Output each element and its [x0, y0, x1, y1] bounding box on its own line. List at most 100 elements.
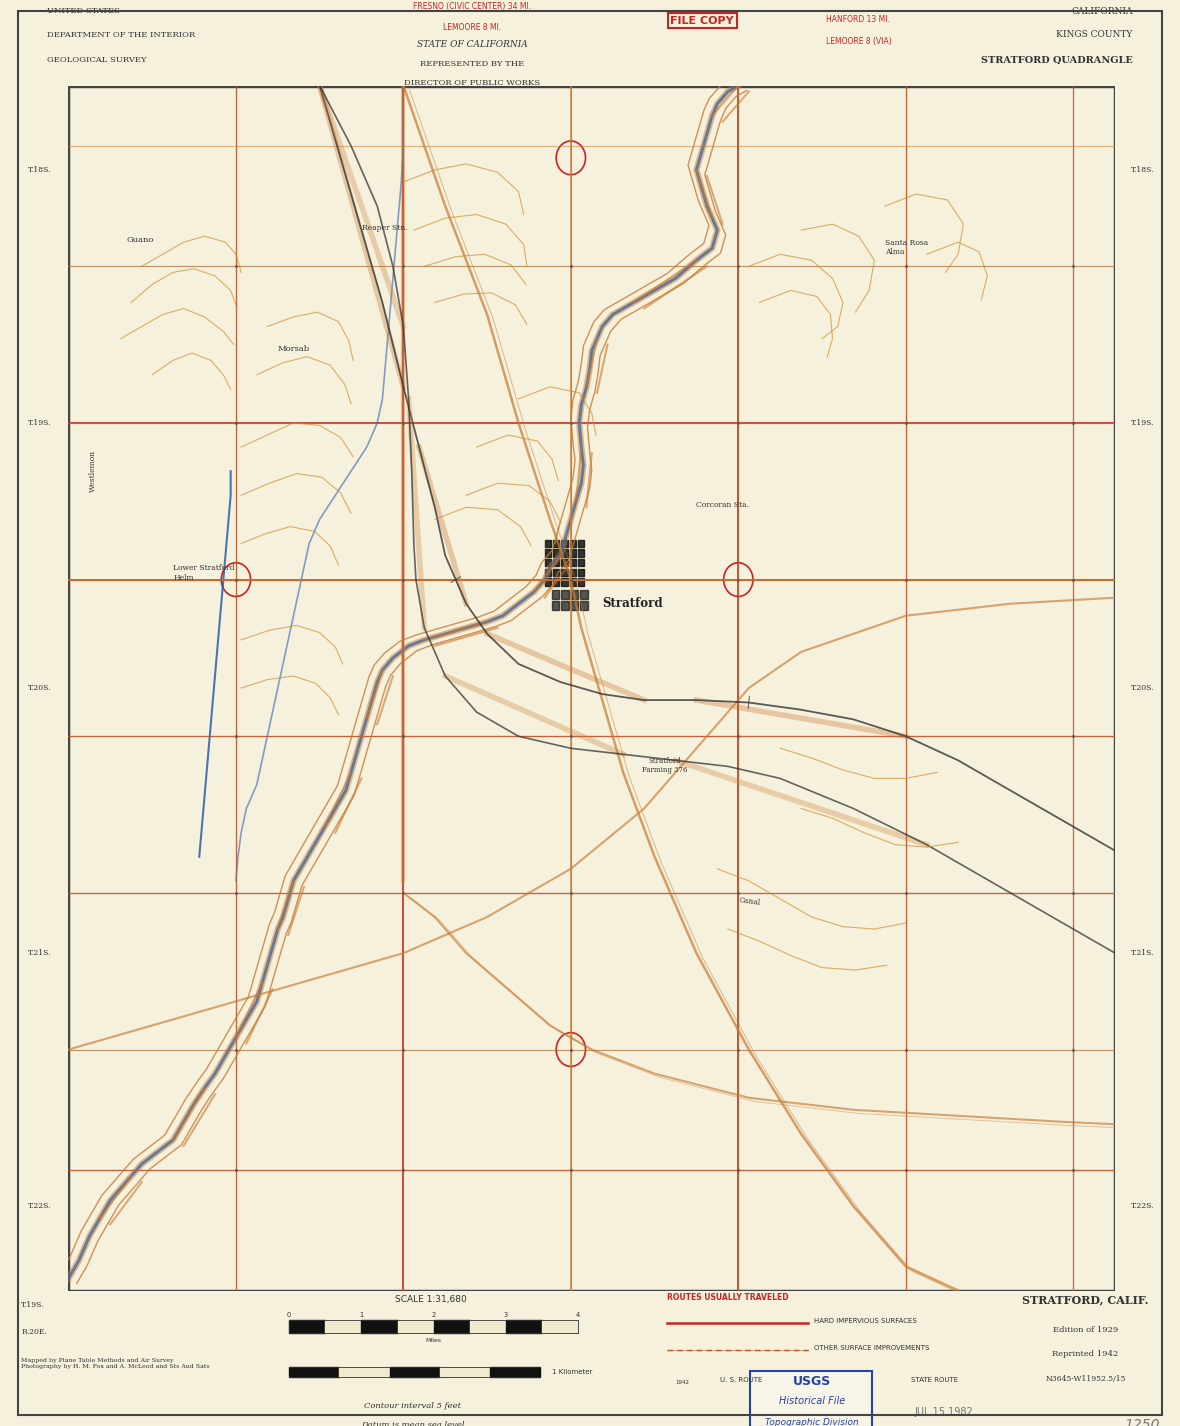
- Text: 3: 3: [504, 1312, 507, 1318]
- Text: STRATFORD QUADRANGLE: STRATFORD QUADRANGLE: [981, 56, 1133, 64]
- Text: T.22S.: T.22S.: [28, 1202, 52, 1211]
- FancyBboxPatch shape: [750, 1372, 872, 1426]
- Text: REPRESENTED BY THE: REPRESENTED BY THE: [420, 60, 524, 67]
- Text: STATE OF CALIFORNIA: STATE OF CALIFORNIA: [417, 40, 527, 48]
- Text: UNITED STATES: UNITED STATES: [47, 7, 120, 14]
- Bar: [552, 590, 559, 599]
- Text: USGS: USGS: [793, 1375, 831, 1387]
- Text: HARD IMPERVIOUS SURFACES: HARD IMPERVIOUS SURFACES: [814, 1318, 917, 1323]
- Text: Stratford
Farming 376: Stratford Farming 376: [642, 757, 688, 774]
- Text: GEOLOGICAL SURVEY: GEOLOGICAL SURVEY: [47, 56, 146, 64]
- Bar: [434, 1320, 470, 1332]
- Bar: [552, 602, 559, 610]
- Text: 2: 2: [432, 1312, 435, 1318]
- Text: JUL 15 1982: JUL 15 1982: [914, 1407, 973, 1417]
- Text: Canal: Canal: [739, 896, 761, 907]
- Bar: [571, 602, 578, 610]
- Bar: [553, 559, 559, 566]
- Bar: [545, 579, 551, 586]
- Bar: [470, 1320, 506, 1332]
- Text: 1: 1: [360, 1312, 363, 1318]
- Bar: [542, 1320, 578, 1332]
- Bar: [553, 569, 559, 576]
- Bar: [562, 579, 568, 586]
- Bar: [562, 569, 568, 576]
- Bar: [389, 1368, 440, 1376]
- Text: FILE COPY: FILE COPY: [670, 16, 734, 26]
- Text: N3645-W11952.5/15: N3645-W11952.5/15: [1045, 1375, 1126, 1383]
- Bar: [545, 549, 551, 556]
- Text: 1 Kilometer: 1 Kilometer: [552, 1369, 592, 1375]
- Bar: [570, 579, 576, 586]
- Text: Datum is mean sea level: Datum is mean sea level: [361, 1420, 465, 1426]
- Text: 0: 0: [287, 1312, 291, 1318]
- Bar: [562, 590, 569, 599]
- Text: CALIFORNIA: CALIFORNIA: [1071, 7, 1133, 16]
- Bar: [340, 1368, 389, 1376]
- Text: Reaper Stn.: Reaper Stn.: [361, 224, 407, 232]
- Text: Topographic Division: Topographic Division: [765, 1417, 859, 1426]
- Text: SCALE 1:31,680: SCALE 1:31,680: [395, 1295, 466, 1303]
- Text: T.21S.: T.21S.: [1132, 950, 1155, 957]
- Text: Guano: Guano: [126, 237, 153, 244]
- Bar: [578, 549, 584, 556]
- Text: 4: 4: [576, 1312, 581, 1318]
- Bar: [289, 1320, 326, 1332]
- Bar: [570, 569, 576, 576]
- Bar: [581, 590, 588, 599]
- Text: 1250: 1250: [1125, 1417, 1160, 1426]
- Bar: [578, 569, 584, 576]
- Text: T.20S.: T.20S.: [28, 684, 52, 692]
- Text: Edition of 1929: Edition of 1929: [1053, 1326, 1119, 1333]
- Text: T.20S.: T.20S.: [1132, 684, 1155, 692]
- Bar: [570, 549, 576, 556]
- Text: T.19S.: T.19S.: [28, 419, 52, 426]
- Bar: [578, 559, 584, 566]
- Bar: [553, 549, 559, 556]
- Bar: [490, 1368, 540, 1376]
- Bar: [361, 1320, 398, 1332]
- Text: OTHER SURFACE IMPROVEMENTS: OTHER SURFACE IMPROVEMENTS: [814, 1345, 930, 1350]
- Bar: [506, 1320, 542, 1332]
- Bar: [545, 559, 551, 566]
- Bar: [326, 1320, 361, 1332]
- Bar: [553, 579, 559, 586]
- Bar: [562, 549, 568, 556]
- Text: STRATFORD, CALIF.: STRATFORD, CALIF.: [1022, 1295, 1149, 1306]
- Text: Historical File: Historical File: [779, 1396, 845, 1406]
- Text: T.18S.: T.18S.: [28, 165, 52, 174]
- Bar: [571, 590, 578, 599]
- Text: T.22S.: T.22S.: [1132, 1202, 1155, 1211]
- Bar: [578, 540, 584, 548]
- Text: HANFORD 13 MI.: HANFORD 13 MI.: [826, 14, 890, 24]
- Bar: [545, 569, 551, 576]
- Bar: [570, 540, 576, 548]
- Bar: [578, 579, 584, 586]
- Text: Santa Rosa
Alma: Santa Rosa Alma: [885, 240, 929, 257]
- Text: Stratford: Stratford: [602, 597, 663, 610]
- Text: Contour interval 5 feet: Contour interval 5 feet: [365, 1402, 461, 1410]
- Bar: [553, 540, 559, 548]
- Text: KINGS COUNTY: KINGS COUNTY: [1056, 30, 1133, 39]
- Text: T.19S.: T.19S.: [1132, 419, 1155, 426]
- Bar: [440, 1368, 490, 1376]
- Bar: [570, 559, 576, 566]
- Bar: [562, 559, 568, 566]
- Text: T.21S.: T.21S.: [28, 950, 52, 957]
- Text: T.19S.: T.19S.: [21, 1302, 45, 1309]
- Bar: [581, 602, 588, 610]
- Text: LEMOORE 8 (VIA): LEMOORE 8 (VIA): [826, 37, 892, 46]
- Bar: [562, 602, 569, 610]
- Bar: [289, 1368, 340, 1376]
- Text: T.18S.: T.18S.: [1132, 165, 1155, 174]
- Text: Corcoran Sta.: Corcoran Sta.: [696, 502, 749, 509]
- Text: FRESNO (CIVIC CENTER) 34 MI.: FRESNO (CIVIC CENTER) 34 MI.: [413, 3, 531, 11]
- Text: LEMOORE 8 MI.: LEMOORE 8 MI.: [442, 23, 502, 33]
- Text: R.20E.: R.20E.: [21, 1329, 47, 1336]
- Text: DEPARTMENT OF THE INTERIOR: DEPARTMENT OF THE INTERIOR: [47, 31, 196, 40]
- Bar: [398, 1320, 434, 1332]
- Text: Mapped by Plane Table Methods and Air Survey
Photography by H. M. Fox and A. McL: Mapped by Plane Table Methods and Air Su…: [21, 1358, 210, 1369]
- Text: STATE ROUTE: STATE ROUTE: [911, 1378, 958, 1383]
- Bar: [545, 540, 551, 548]
- Text: Lower Stratford
Helm: Lower Stratford Helm: [173, 565, 235, 582]
